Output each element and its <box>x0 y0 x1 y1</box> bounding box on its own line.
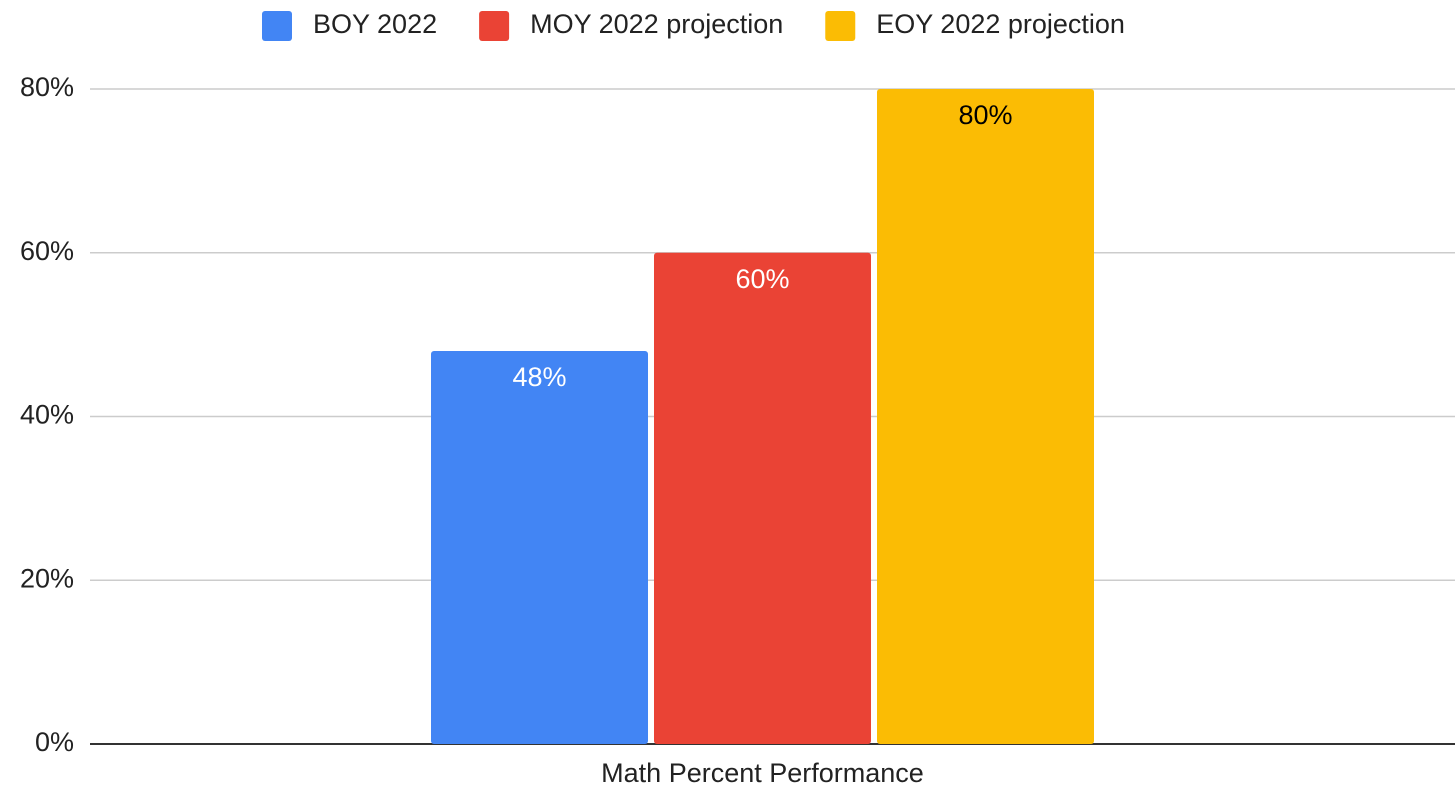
value-label: 60% <box>735 264 789 294</box>
bar <box>431 351 648 744</box>
value-label: 80% <box>958 100 1012 130</box>
y-tick-label: 0% <box>35 727 74 757</box>
x-tick-label: Math Percent Performance <box>601 758 924 788</box>
legend-swatch <box>479 11 510 41</box>
legend-label: BOY 2022 <box>313 9 437 39</box>
y-tick-label: 40% <box>20 400 74 430</box>
y-tick-label: 80% <box>20 72 74 102</box>
bar <box>654 252 871 744</box>
y-tick-label: 60% <box>20 236 74 266</box>
y-tick-label: 20% <box>20 563 74 593</box>
legend-swatch <box>825 11 856 41</box>
value-label: 48% <box>512 362 566 392</box>
bar <box>877 89 1094 744</box>
legend-label: MOY 2022 projection <box>530 9 783 39</box>
legend-swatch <box>262 11 292 41</box>
legend-label: EOY 2022 projection <box>876 9 1125 39</box>
